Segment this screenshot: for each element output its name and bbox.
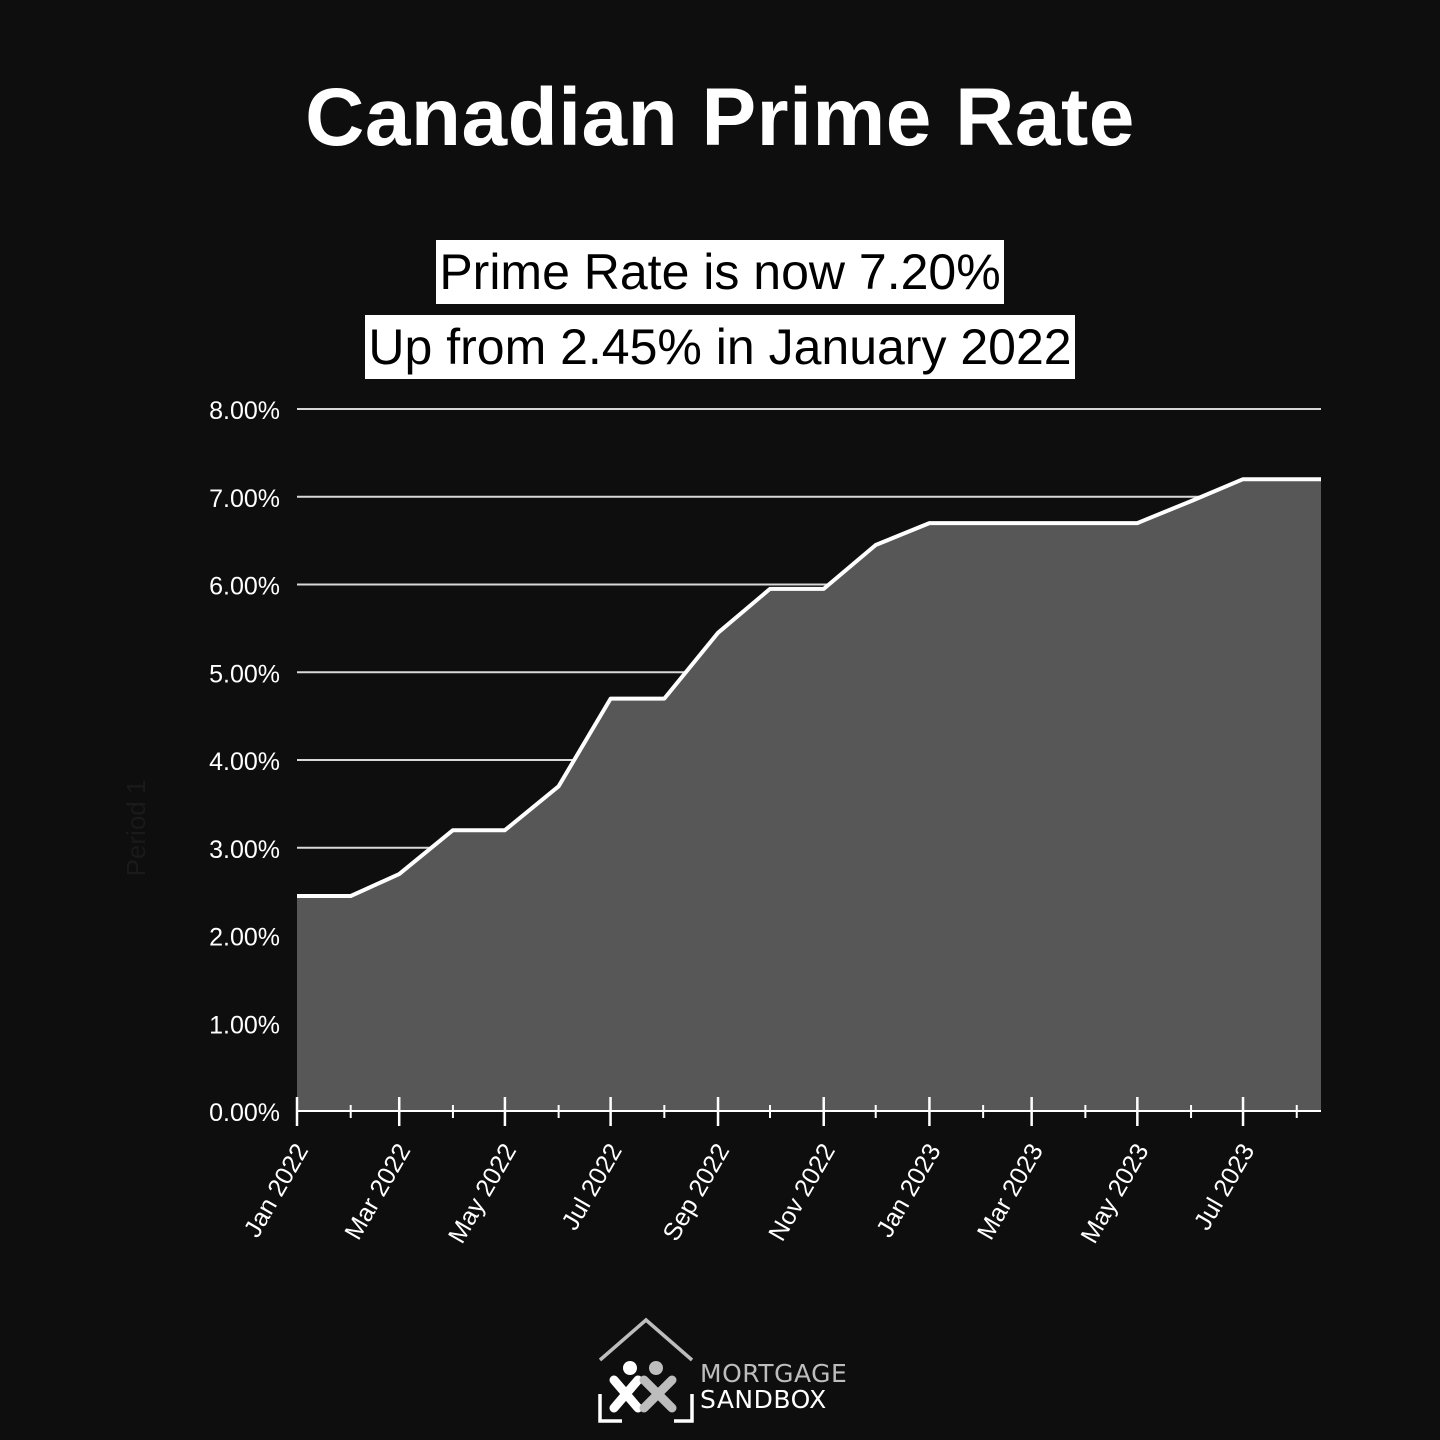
x-tick-label: Mar 2023 [972,1139,1049,1244]
y-tick-label: 4.00% [209,748,280,776]
x-tick-label: May 2023 [1075,1139,1154,1248]
highlight-row-current-rate: Prime Rate is now 7.20% [0,240,1440,304]
x-tick-label: Sep 2022 [657,1139,735,1246]
y-tick-label: 8.00% [209,397,280,425]
x-tick-label: Jul 2022 [556,1139,628,1235]
x-tick-labels: Jan 2022 Mar 2022 May 2022 Jul 2022 Sep 2022… [239,1139,1261,1248]
y-tick-label: 2.00% [209,924,280,952]
highlight-row-previous-rate: Up from 2.45% in January 2022 [0,315,1440,379]
y-tick-label: 6.00% [209,573,280,601]
rate-area-fill [297,479,1321,1111]
prime-rate-area-chart: 0.00% 1.00% 2.00% 3.00% 4.00% 5.00% 6.00% 7.00%… [121,397,1321,1248]
x-tick-label: May 2022 [443,1139,522,1248]
y-tick-label: 1.00% [209,1011,280,1039]
house-people-logo-icon [598,1317,694,1423]
x-axis [295,1097,1321,1126]
x-tick-label: Mar 2022 [339,1139,416,1244]
y-tick-label: 0.00% [209,1099,280,1127]
highlight-previous-rate: Up from 2.45% in January 2022 [365,315,1075,379]
x-tick-label: Jan 2023 [871,1139,947,1242]
y-axis-title: Period 1 [121,780,151,877]
x-tick-label: Nov 2022 [763,1139,841,1246]
logo-wordmark-sandbox: SANDBOX [700,1385,827,1414]
y-tick-label: 7.00% [209,485,280,513]
logo-wordmark-mortgage: MORTGAGE [700,1359,848,1388]
y-tick-label: 5.00% [209,660,280,688]
mortgage-sandbox-logo: MORTGAGE SANDBOX [596,1316,856,1428]
y-tick-labels: 0.00% 1.00% 2.00% 3.00% 4.00% 5.00% 6.00% 7.00%… [209,397,280,1127]
y-tick-label: 3.00% [209,836,280,864]
x-tick-label: Jul 2023 [1189,1139,1261,1235]
x-tick-label: Jan 2022 [239,1139,315,1242]
rate-series-line [297,477,1321,898]
page-title: Canadian Prime Rate [305,72,1135,163]
highlight-current-rate: Prime Rate is now 7.20% [436,240,1004,304]
